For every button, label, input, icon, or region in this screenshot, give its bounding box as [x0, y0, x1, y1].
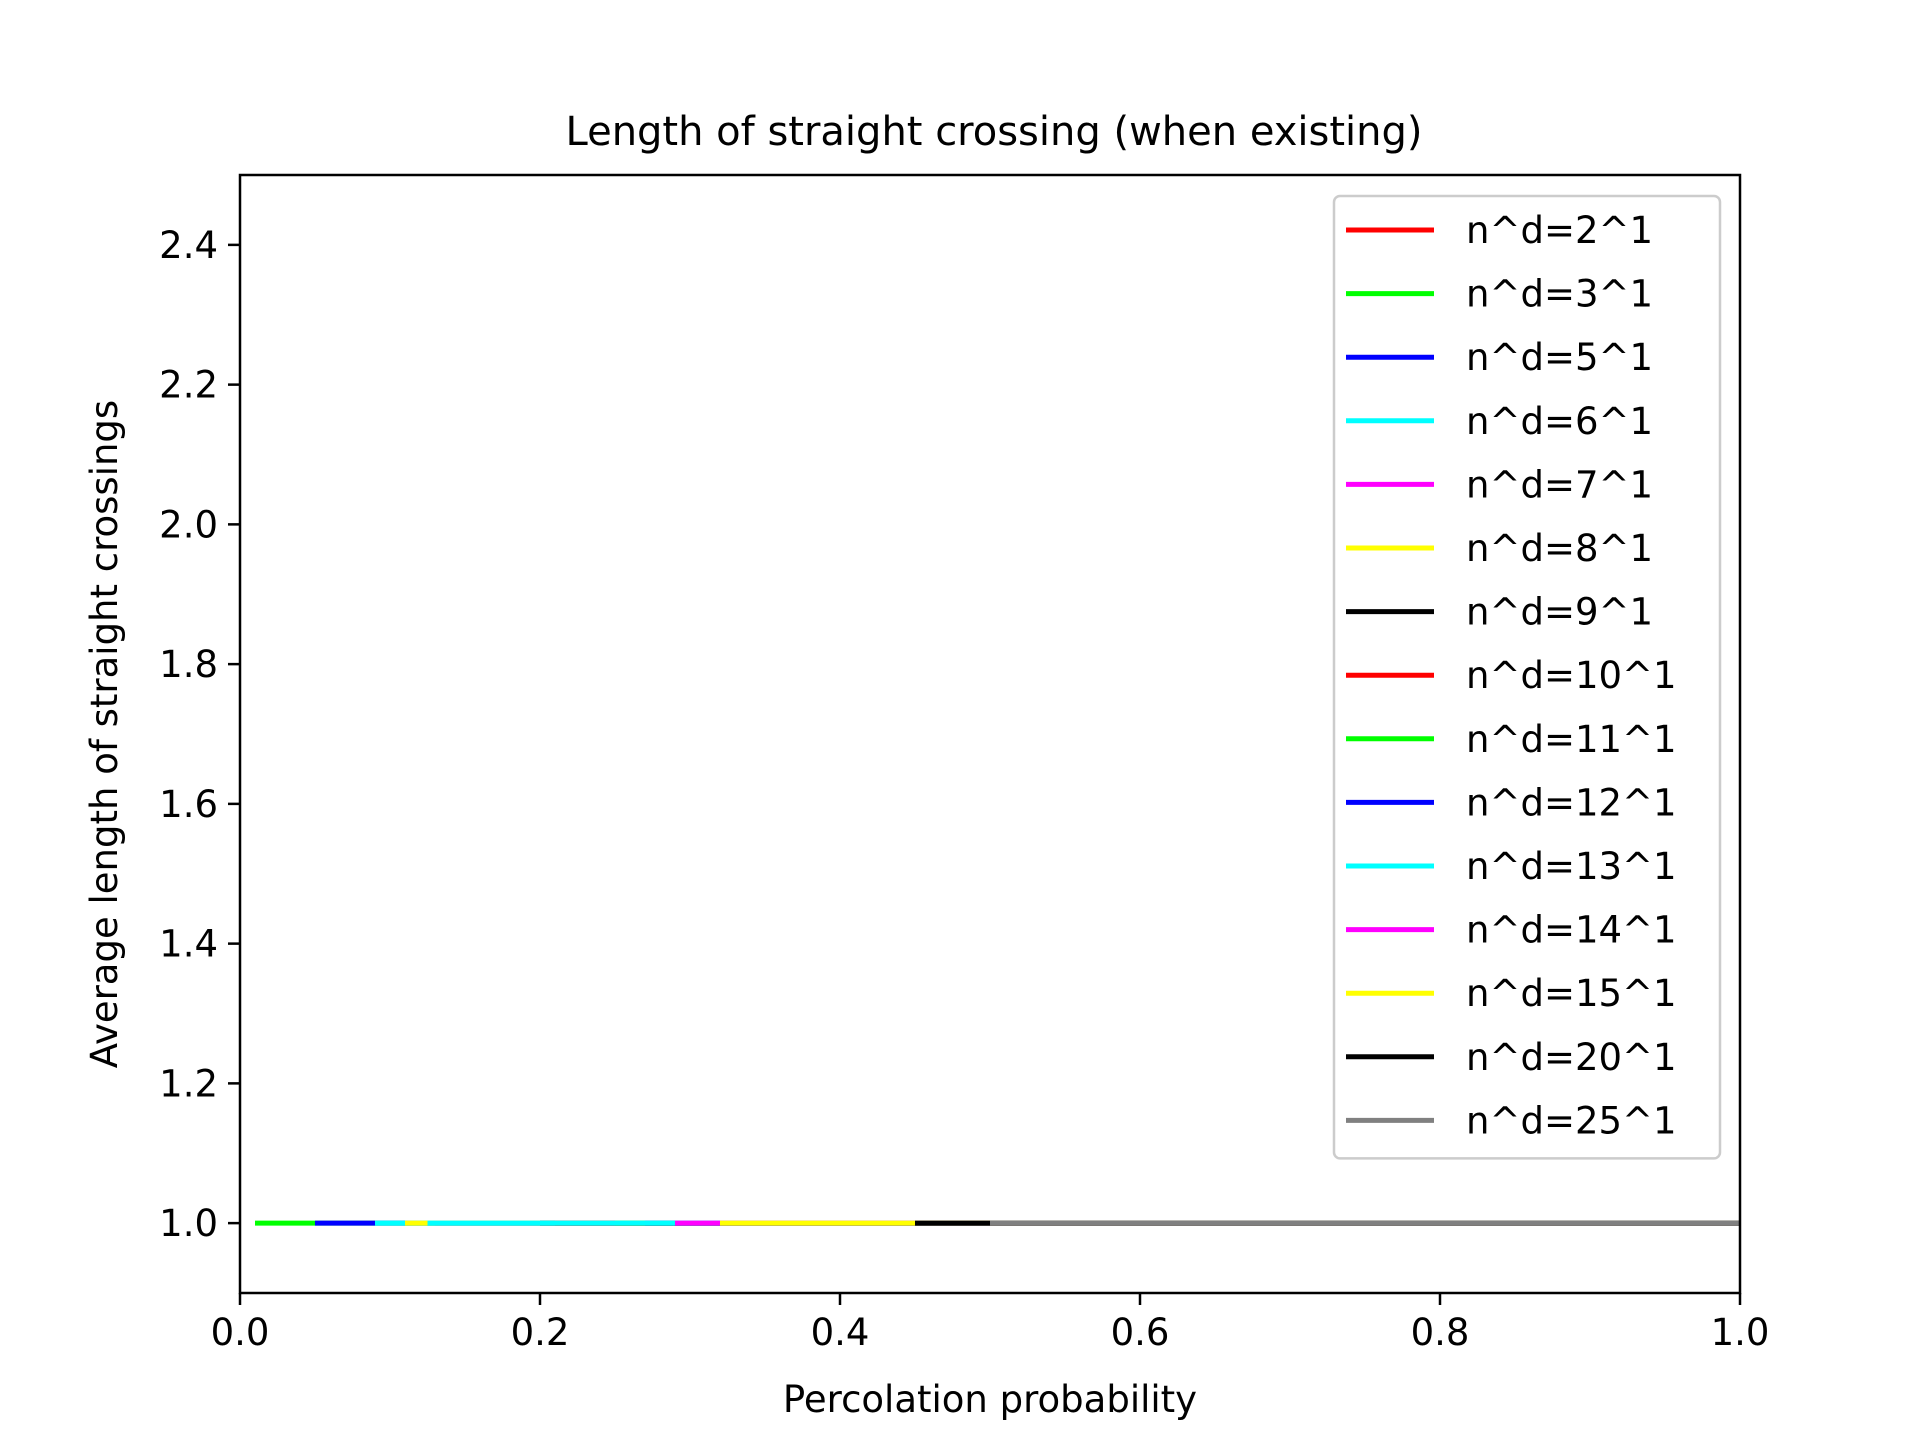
- x-tick-label: 0.6: [1111, 1311, 1170, 1354]
- legend-label-6: n^d=8^1: [1466, 527, 1653, 570]
- y-tick-label: 2.2: [159, 364, 218, 407]
- legend-label-12: n^d=14^1: [1466, 909, 1677, 952]
- legend-label-11: n^d=13^1: [1466, 845, 1677, 888]
- chart-title: Length of straight crossing (when existi…: [566, 109, 1423, 155]
- x-tick-label: 0.4: [811, 1311, 870, 1354]
- legend-label-10: n^d=12^1: [1466, 781, 1677, 824]
- y-tick-label: 1.6: [159, 783, 218, 826]
- legend-box: [1332, 194, 1722, 1160]
- legend-label-2: n^d=3^1: [1466, 273, 1653, 316]
- legend-label-3: n^d=5^1: [1466, 336, 1653, 379]
- legend-label-8: n^d=10^1: [1466, 654, 1677, 697]
- x-tick-label: 0.0: [211, 1311, 270, 1354]
- y-tick-label: 1.4: [159, 923, 218, 966]
- legend-label-14: n^d=20^1: [1466, 1036, 1677, 1079]
- y-axis-ticks: 1.0 1.2 1.4 1.6 1.8 2.0 2.2 2.4: [159, 224, 240, 1245]
- y-tick-label: 2.4: [159, 224, 218, 267]
- y-tick-label: 1.2: [159, 1062, 218, 1105]
- y-tick-label: 2.0: [159, 503, 218, 546]
- x-tick-label: 1.0: [1711, 1311, 1770, 1354]
- y-tick-label: 1.8: [159, 643, 218, 686]
- x-tick-label: 0.8: [1411, 1311, 1470, 1354]
- axes-frame: [238, 173, 1742, 1295]
- x-axis-label: Percolation probability: [783, 1378, 1197, 1421]
- y-tick-label: 1.0: [159, 1202, 218, 1245]
- legend-label-5: n^d=7^1: [1466, 463, 1653, 506]
- legend-label-1: n^d=2^1: [1466, 209, 1653, 252]
- legend-label-13: n^d=15^1: [1466, 972, 1677, 1015]
- legend-label-4: n^d=6^1: [1466, 400, 1653, 443]
- legend: n^d=2^1 n^d=3^1 n^d=5^1 n^d=6^1 n^d=7^1 n^d=8…: [1332, 194, 1722, 1160]
- x-tick-label: 0.2: [511, 1311, 570, 1354]
- y-axis-label: Average length of straight crossings: [83, 400, 126, 1068]
- legend-label-9: n^d=11^1: [1466, 718, 1677, 761]
- legend-label-7: n^d=9^1: [1466, 591, 1653, 634]
- x-axis-ticks: 0.0 0.2 0.4 0.6 0.8 1.0: [211, 1293, 1770, 1354]
- legend-label-15: n^d=25^1: [1466, 1099, 1677, 1142]
